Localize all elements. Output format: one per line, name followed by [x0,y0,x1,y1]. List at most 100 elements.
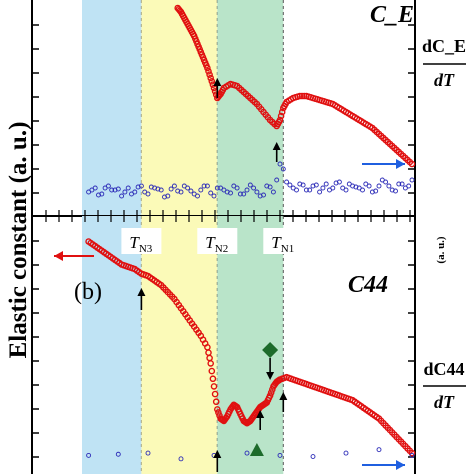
data-point [86,452,92,458]
data-point [234,185,240,191]
data-point [303,187,309,193]
data-point [215,409,222,416]
data-point [360,187,365,193]
transition-label-box [197,228,238,254]
panel-b-y2-unit: (a. u.) [435,236,447,264]
transition-arrow-head [279,392,288,400]
data-point [171,183,177,189]
data-point [185,185,191,191]
data-point [205,68,212,75]
data-point [280,166,286,172]
left-axis-arrow-head [54,251,63,261]
transition-arrow-head [213,450,222,458]
data-point [206,71,213,78]
data-point [145,450,151,456]
panel-b-title: C44 [348,272,388,298]
data-point [212,398,220,406]
data-point [294,187,299,193]
panel-a-right-label: dC_E dT [422,36,466,90]
data-point [122,189,128,195]
data-point [277,112,285,120]
region-phase-1 [82,0,142,216]
transition-arrow-head [137,288,146,296]
data-point [336,179,342,185]
data-point [313,182,319,188]
data-point [165,193,171,199]
data-point [376,183,382,189]
data-point [343,450,349,456]
data-point [254,189,260,195]
data-point [210,383,218,390]
data-point [270,189,276,195]
transition-label-box [263,228,304,254]
panel-b-y2-denominator: dT [434,392,455,412]
data-point [267,184,273,190]
data-point [277,452,283,458]
data-point [178,189,184,195]
panel-b: TN3 TN2 TN1 (b) C44 [31,216,416,474]
data-point [115,186,121,192]
transition-arrow-head [266,372,275,380]
data-point [330,185,336,191]
data-point [399,181,405,187]
data-point [261,192,266,198]
data-point [393,188,398,194]
data-point [310,454,316,459]
data-point [207,74,214,82]
right-axis-arrow-a-head [396,159,405,169]
data-point [298,92,306,100]
data-point [386,183,392,189]
data-point [145,191,151,197]
data-point [125,185,131,191]
data-point [109,187,115,193]
panel-b-ticks [32,216,415,458]
data-point [211,193,217,199]
data-point [300,92,308,100]
data-point [408,449,416,457]
transition-arrow-head [272,142,281,150]
data-point [244,187,250,193]
right-axis-arrow-b-head [396,460,405,470]
data-point [383,179,389,185]
data-point [208,78,216,85]
data-point [366,183,372,189]
region-phase-2 [141,0,218,216]
transition-arrow-head [256,410,265,418]
data-point [158,187,164,193]
data-point [408,160,416,168]
panel-a-regions [82,0,284,216]
data-point [323,181,329,187]
data-point [209,375,217,383]
region-phase-2 [141,216,218,474]
data-point [115,451,121,457]
data-point [287,182,293,188]
data-point [132,189,138,195]
data-point [267,389,275,396]
data-point [276,116,284,124]
data-point [251,185,257,191]
data-point [204,64,211,72]
data-point [188,188,194,194]
data-point [284,179,290,185]
data-point [208,367,216,375]
data-point [208,190,214,196]
data-point [409,452,415,458]
data-point [201,183,207,189]
data-point [396,181,402,187]
data-point [92,185,98,191]
panel-a-y2-numerator: dC_E [422,36,466,56]
data-point [237,191,243,197]
data-point [228,190,233,196]
data-point [214,185,220,191]
data-point [343,187,349,193]
transition-arrow-head [213,78,222,86]
data-point [195,193,200,199]
data-point [241,191,247,197]
data-point [278,108,286,116]
data-point [300,182,306,188]
panel-a-ticks [32,24,415,216]
data-point [409,177,415,183]
data-point [373,188,379,194]
data-point [307,187,313,193]
